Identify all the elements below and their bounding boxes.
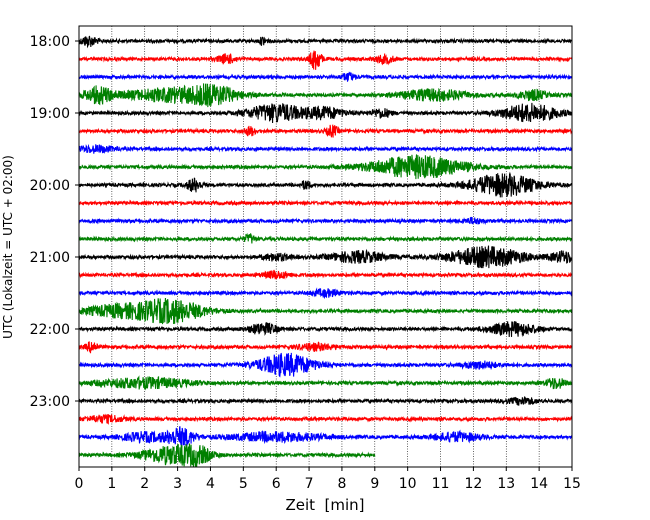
y-axis-label: UTC (Lokalzeit = UTC + 02:00) xyxy=(1,155,15,339)
trace-2200 xyxy=(78,321,573,338)
trace-2330 xyxy=(78,426,573,448)
trace-1930 xyxy=(78,143,573,154)
trace-2315 xyxy=(78,413,573,425)
trace-2130 xyxy=(78,287,573,300)
y-tick-label-3: 21:00 xyxy=(30,250,70,266)
trace-1830 xyxy=(78,71,573,82)
trace-2030 xyxy=(78,216,573,226)
y-tick-label-0: 18:00 xyxy=(30,34,70,50)
plot-frame xyxy=(78,25,573,468)
x-tick-label-5: 5 xyxy=(239,476,248,492)
y-tick-label-2: 20:00 xyxy=(30,178,70,194)
trace-1915 xyxy=(78,124,573,138)
trace-2230 xyxy=(78,352,573,378)
trace-2115 xyxy=(78,269,573,280)
trace-2145 xyxy=(78,298,573,325)
x-axis-label: Zeit [min] xyxy=(285,496,364,514)
x-tick-label-10: 10 xyxy=(399,476,417,492)
trace-1900 xyxy=(78,102,573,124)
x-tick-label-0: 0 xyxy=(75,476,84,492)
x-tick-label-7: 7 xyxy=(305,476,314,492)
x-tick-label-2: 2 xyxy=(140,476,149,492)
y-tick-label-5: 23:00 xyxy=(30,394,70,410)
x-tick-label-8: 8 xyxy=(337,476,346,492)
x-tick-label-4: 4 xyxy=(206,476,215,492)
trace-1815 xyxy=(78,50,573,70)
trace-2015 xyxy=(78,199,573,207)
x-tick-label-11: 11 xyxy=(432,476,450,492)
trace-2300 xyxy=(78,396,573,406)
trace-1945 xyxy=(78,154,573,180)
trace-1845 xyxy=(78,83,573,108)
trace-2215 xyxy=(78,341,573,354)
x-tick-label-1: 1 xyxy=(107,476,116,492)
trace-2000 xyxy=(78,171,573,198)
trace-2045 xyxy=(78,232,573,244)
trace-2345 xyxy=(78,443,376,468)
x-tick-label-6: 6 xyxy=(272,476,281,492)
x-tick-label-13: 13 xyxy=(497,476,515,492)
x-tick-label-3: 3 xyxy=(173,476,182,492)
trace-2245 xyxy=(78,375,573,391)
x-tick-label-12: 12 xyxy=(464,476,482,492)
x-tick-label-14: 14 xyxy=(530,476,548,492)
x-axis-ticks: 0 1 2 3 4 5 6 7 8 9 10 11 12 13 14 15 xyxy=(75,467,581,492)
x-tick-label-9: 9 xyxy=(370,476,379,492)
y-tick-label-1: 19:00 xyxy=(30,106,70,122)
trace-2100 xyxy=(78,245,573,269)
trace-1800 xyxy=(78,35,573,49)
x-tick-label-15: 15 xyxy=(563,476,581,492)
y-axis-ticks: 18:00 19:00 20:00 21:00 22:00 23:00 xyxy=(30,34,79,410)
y-tick-label-4: 22:00 xyxy=(30,322,70,338)
seismic-traces xyxy=(78,35,573,468)
